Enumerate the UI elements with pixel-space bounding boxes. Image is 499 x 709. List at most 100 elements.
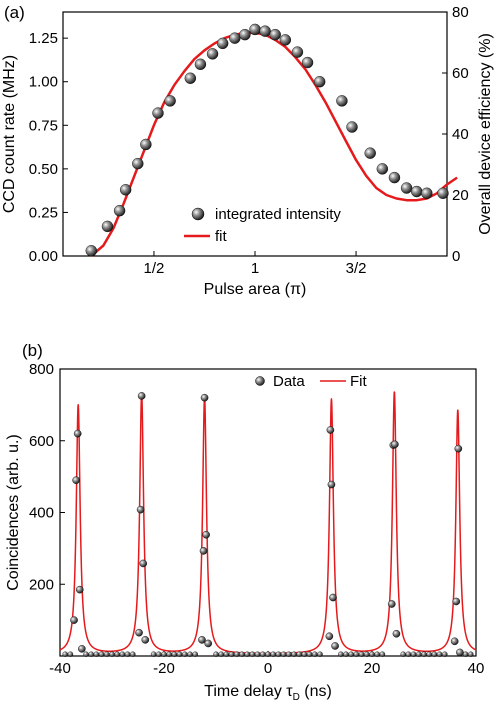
data-point xyxy=(216,37,229,50)
data-point xyxy=(213,651,219,657)
data-point xyxy=(124,651,131,657)
data-point xyxy=(218,651,224,657)
data-point xyxy=(176,651,183,657)
data-point xyxy=(338,651,344,657)
data-point xyxy=(376,163,389,175)
data-point xyxy=(421,187,433,199)
data-point xyxy=(313,76,326,88)
data-point xyxy=(72,476,80,485)
panel-b-x-axis-label: Time delay τD (ns) xyxy=(204,683,332,703)
data-point xyxy=(426,651,432,657)
data-point xyxy=(161,651,167,657)
panel-a-ticks: 1/2 1 3/2 0.00 0.25 0.50 0.75 1.00 1.25 0 20 40 60 80 xyxy=(29,4,469,277)
data-point xyxy=(343,651,349,657)
data-point xyxy=(140,138,152,151)
x-tick-label: 0 xyxy=(264,660,272,677)
data-point xyxy=(336,95,348,107)
data-point xyxy=(291,46,304,58)
data-point xyxy=(239,28,251,41)
panel-b-ticks: -40 -20 0 20 40 200 400 600 800 xyxy=(29,361,484,677)
data-point xyxy=(325,632,334,641)
data-point xyxy=(306,651,313,657)
data-point xyxy=(379,651,386,657)
panel-a: (a) 1/2 1 3/2 0.00 0.25 0.50 0.75 1.00 1.25 0 20 40… xyxy=(1,3,494,298)
fit-curve xyxy=(59,391,477,655)
data-point xyxy=(93,651,100,657)
data-point xyxy=(114,651,120,657)
x-tick-label: 1/2 xyxy=(144,260,165,277)
legend-marker-data xyxy=(255,376,265,386)
data-point xyxy=(249,651,256,657)
data-point xyxy=(70,616,78,624)
legend-marker-integrated-intensity xyxy=(191,207,205,221)
data-point xyxy=(410,185,423,198)
data-point xyxy=(327,480,336,489)
data-point xyxy=(431,651,438,657)
right-y-tick-label: 20 xyxy=(452,187,469,204)
legend-label-integrated-intensity: integrated intensity xyxy=(215,206,341,223)
panel-b: (b) -40 -20 0 20 40 200 400 600 800 Time delay τ… xyxy=(5,341,484,703)
data-point xyxy=(198,636,206,644)
data-point xyxy=(391,440,399,449)
data-point xyxy=(374,651,380,657)
data-point xyxy=(456,648,464,657)
y-tick-label: 400 xyxy=(29,505,54,522)
data-point xyxy=(364,147,376,159)
data-point xyxy=(119,651,126,657)
data-point xyxy=(364,651,370,657)
x-axis-label-unit: (ns) xyxy=(300,683,332,700)
data-point xyxy=(259,25,271,37)
data-point xyxy=(468,651,474,657)
data-point xyxy=(400,182,413,194)
x-tick-label: 40 xyxy=(468,660,485,677)
data-point xyxy=(184,72,197,84)
x-tick-label: 20 xyxy=(364,660,381,677)
data-point xyxy=(104,651,110,657)
data-point xyxy=(400,651,406,657)
y-tick-label: 0.75 xyxy=(29,117,58,134)
data-point xyxy=(132,157,144,170)
data-point xyxy=(329,593,337,602)
data-point xyxy=(280,651,287,657)
data-point xyxy=(166,651,172,657)
data-point xyxy=(204,639,212,648)
data-point xyxy=(192,651,198,657)
data-point xyxy=(229,32,241,44)
panel-b-fit-series xyxy=(59,391,477,655)
x-axis-label-subscript: D xyxy=(293,692,300,703)
y-tick-label: 0.00 xyxy=(29,248,58,265)
data-point xyxy=(416,651,422,657)
data-point xyxy=(260,651,266,657)
data-point xyxy=(83,651,89,657)
panel-a-data-series xyxy=(85,23,449,257)
panel-b-plot-frame xyxy=(59,368,477,657)
data-point xyxy=(410,651,417,657)
data-point xyxy=(109,651,115,657)
data-point xyxy=(223,651,230,657)
data-point xyxy=(187,651,193,657)
data-point xyxy=(358,651,365,657)
data-point xyxy=(275,651,282,657)
data-point xyxy=(228,651,235,657)
data-point xyxy=(369,651,375,657)
x-axis-label-main: Time delay τ xyxy=(204,683,293,700)
data-point xyxy=(291,651,297,657)
x-tick-label: 3/2 xyxy=(346,260,367,277)
data-point xyxy=(164,95,176,107)
data-point xyxy=(254,651,261,657)
data-point xyxy=(405,651,412,657)
right-y-tick-label: 80 xyxy=(452,4,469,21)
data-point xyxy=(101,220,114,233)
data-point xyxy=(206,48,219,60)
data-point xyxy=(249,23,261,36)
panel-a-x-axis-label: Pulse area (π) xyxy=(204,281,307,298)
data-point xyxy=(442,651,448,657)
right-y-tick-label: 40 xyxy=(452,126,469,143)
data-point xyxy=(279,34,292,46)
data-point xyxy=(452,597,461,606)
panel-b-label: (b) xyxy=(22,341,43,360)
data-point xyxy=(296,651,302,657)
data-point xyxy=(348,651,354,657)
right-y-tick-label: 60 xyxy=(452,65,469,82)
x-tick-label: -20 xyxy=(153,660,175,677)
